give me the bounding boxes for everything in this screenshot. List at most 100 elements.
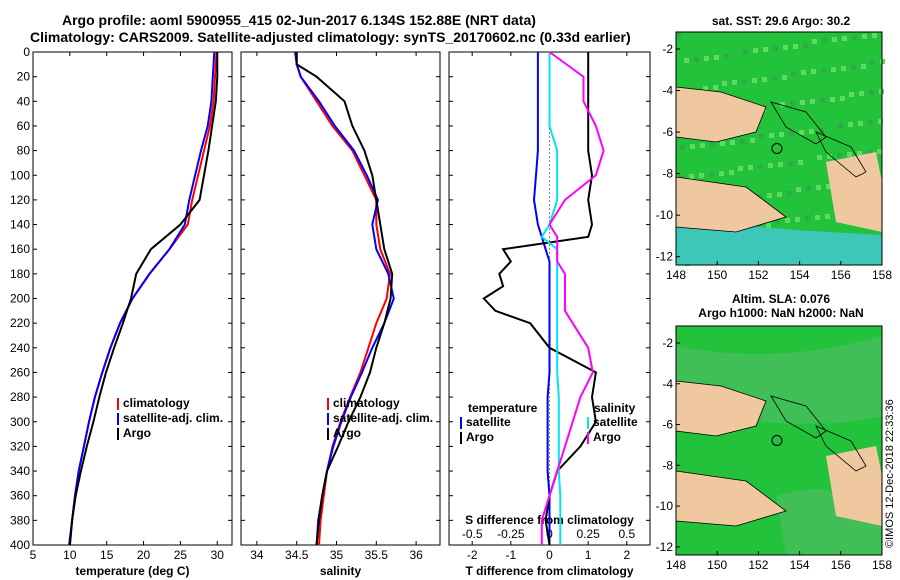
lon-tick-label: 158 <box>872 558 892 572</box>
s-diff-tick-label: -0.5 <box>462 527 483 541</box>
map-pixel <box>740 139 745 144</box>
lon-tick-label: 148 <box>666 558 686 572</box>
map-pixel <box>730 140 735 145</box>
legend-label: Argo <box>123 426 151 440</box>
map-pixel <box>704 56 709 61</box>
map-pixel <box>867 150 872 155</box>
map-pixel <box>773 46 778 51</box>
x-tick-label: 34 <box>250 548 264 562</box>
map-pixel <box>830 97 835 102</box>
map-pixel <box>825 214 830 219</box>
map-frame <box>675 31 883 266</box>
map-pixel <box>816 185 821 190</box>
legend-label: satellite-adj. clim. <box>123 411 223 425</box>
map-pixel <box>742 79 747 84</box>
series-line-argo <box>295 52 394 546</box>
legend-label: satellite <box>593 415 638 429</box>
lon-tick-label: 154 <box>790 558 810 572</box>
map-pixel <box>769 133 774 138</box>
map-pixel <box>806 186 811 191</box>
map-island-bougainville <box>815 425 867 472</box>
depth-tick-label: 260 <box>10 365 30 379</box>
argo-float-marker <box>771 143 783 154</box>
x-tick-label: 34.5 <box>285 548 309 562</box>
series-line-argo <box>68 52 219 546</box>
x-tick-label: 1 <box>585 548 592 562</box>
map-pixel <box>762 77 767 82</box>
depth-tick-label: 160 <box>10 242 30 256</box>
map-pixel <box>800 100 805 105</box>
legend-label: Argo <box>333 426 361 440</box>
map-land-east <box>826 446 882 526</box>
map-pixel <box>689 174 694 179</box>
depth-tick-label: 0 <box>23 45 30 59</box>
depth-tick-label: 240 <box>10 341 30 355</box>
map-pixel <box>810 99 815 104</box>
x-tick-label: 15 <box>100 548 114 562</box>
title-line-2: Climatology: CARS2009. Satellite-adjuste… <box>30 29 631 45</box>
x-tick-label: 2 <box>623 548 630 562</box>
lon-tick-label: 152 <box>748 558 768 572</box>
map-pixel <box>849 92 854 97</box>
map-pixel <box>719 171 724 176</box>
map-pixel <box>714 55 719 60</box>
map-pixel <box>798 160 803 165</box>
map-pixel <box>857 151 862 156</box>
map-island-bougainville <box>815 131 867 178</box>
imos-timestamp: ©IMOS 12-Dec-2018 22:33:36 <box>884 399 896 548</box>
x-tick-label: -2 <box>467 548 478 562</box>
map-pixel <box>756 224 761 229</box>
map-pixel <box>710 142 715 147</box>
map-pixel <box>826 184 831 189</box>
map-pixel <box>782 75 787 80</box>
map-pixel <box>872 33 877 38</box>
map-pixel <box>732 80 737 85</box>
depth-tick-label: 380 <box>10 513 30 527</box>
temperature-panel: 0 20 40 60 80 100 120 140 160 180 200 220 240 260 280 3… <box>10 45 233 578</box>
depth-tick-label: 400 <box>10 538 30 552</box>
map-pixel <box>766 223 771 228</box>
depth-tick-label: 340 <box>10 464 30 478</box>
x-tick-label: 5 <box>30 548 37 562</box>
map-pixel <box>758 164 763 169</box>
map-pixel <box>837 153 842 158</box>
x-axis-label: salinity <box>320 564 362 578</box>
map-pixel <box>878 119 883 124</box>
depth-tick-label: 360 <box>10 489 30 503</box>
legend-label: satellite <box>466 415 511 429</box>
lon-tick-label: 158 <box>872 268 892 282</box>
x-tick-label: 10 <box>63 548 77 562</box>
map-pixel <box>694 57 699 62</box>
map-pixel <box>827 154 832 159</box>
map-pixel <box>680 145 685 150</box>
map-pixel <box>753 48 758 53</box>
s-diff-tick-label: -0.25 <box>497 527 525 541</box>
map-pixel <box>877 149 882 154</box>
map-pixel <box>722 81 727 86</box>
map-pixel <box>869 90 874 95</box>
legend-label: climatology <box>333 396 400 410</box>
salinity-panel: 34 34.5 35 35.5 36 salinity climatologysatelli… <box>240 51 441 578</box>
title-line-1: Argo profile: aoml 5900955_415 02-Jun-20… <box>62 12 536 28</box>
depth-tick-label: 40 <box>17 94 31 108</box>
series-line-satellite-adj-clim- <box>68 51 216 546</box>
depth-tick-label: 120 <box>10 193 30 207</box>
map-pixel <box>811 69 816 74</box>
map-pixel <box>801 70 806 75</box>
depth-tick-label: 300 <box>10 415 30 429</box>
map-land-east <box>826 152 882 232</box>
map-pixel <box>809 129 814 134</box>
map-pixel <box>848 122 853 127</box>
lat-tick-label: -10 <box>656 499 674 513</box>
map-pixel <box>858 121 863 126</box>
map-pixel <box>752 78 757 83</box>
map-pixel <box>868 120 873 125</box>
lat-tick-label: -6 <box>662 418 673 432</box>
x-tick-label: 0 <box>546 548 553 562</box>
sst-map: 148 150 152 154 156 158 -2 -4 -6 -8 -10 -12 <box>656 31 892 282</box>
map-pixel <box>780 102 785 107</box>
map-pixel <box>840 96 845 101</box>
map-pixel <box>690 144 695 149</box>
x-axis-label: T difference from climatology <box>465 564 633 578</box>
